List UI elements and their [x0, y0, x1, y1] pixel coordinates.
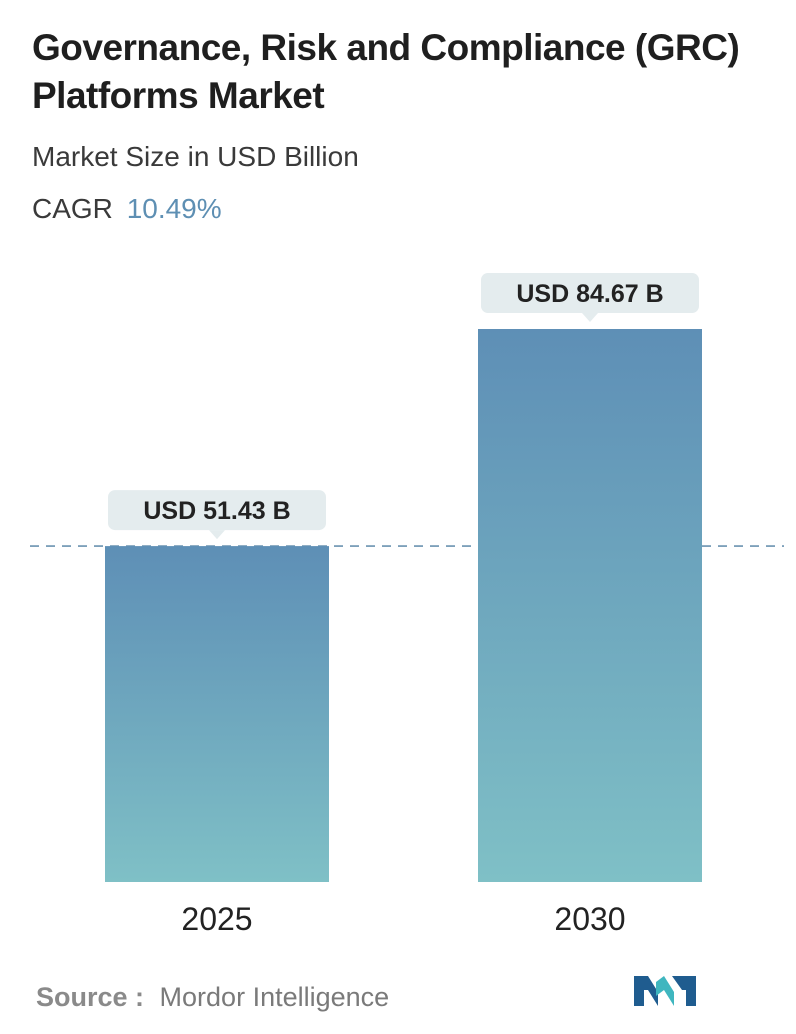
data-label-background: [481, 273, 699, 313]
data-label-text: USD 51.43 B: [143, 497, 290, 525]
x-tick-label-2025: 2025: [181, 901, 252, 937]
logo-middle-shape: [656, 976, 674, 1006]
data-label-text: USD 84.67 B: [516, 280, 663, 308]
logo-left-shape: [634, 976, 658, 1006]
cagr-label: CAGR: [32, 193, 113, 224]
x-axis-tick-labels: 2025 2030: [181, 901, 625, 937]
data-label-pointer: [209, 530, 225, 540]
data-label-pointer: [582, 313, 598, 322]
chart-subtitle: Market Size in USD Billion: [32, 141, 359, 172]
source-value: Mordor Intelligence: [159, 982, 390, 1012]
bar-2025: [105, 546, 329, 882]
logo-right-shape: [672, 976, 696, 1006]
source-label: Source :: [36, 982, 145, 1012]
bars-group: [105, 329, 702, 882]
data-label-2030: USD 84.67 B: [481, 273, 699, 322]
data-label-2025: USD 51.43 B: [108, 490, 326, 540]
data-label-background: [108, 490, 326, 531]
data-labels-group: USD 51.43 B USD 84.67 B: [108, 273, 699, 540]
cagr-line: CAGR 10.49%: [32, 192, 222, 226]
mordor-intelligence-logo-icon: [634, 976, 696, 1006]
bar-chart: USD 51.43 B USD 84.67 B 2025 2030: [30, 273, 784, 937]
cagr-value: 10.49%: [126, 193, 222, 224]
source-note: Source : Mordor Intelligence: [36, 980, 389, 1014]
bar-2030: [478, 329, 702, 882]
x-tick-label-2030: 2030: [554, 901, 625, 937]
chart-title: Governance, Risk and Compliance (GRC) Pl…: [32, 27, 740, 116]
